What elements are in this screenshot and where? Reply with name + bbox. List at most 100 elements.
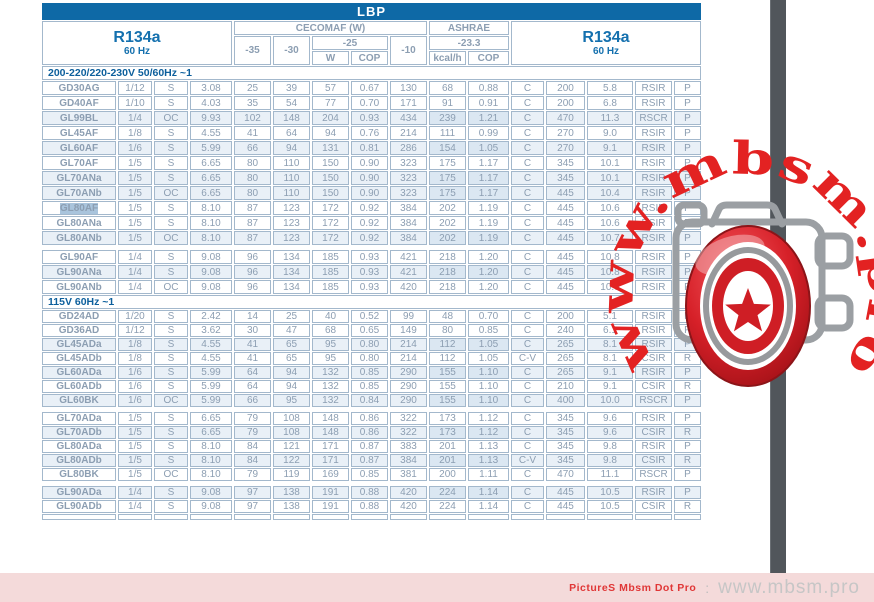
cell-w: 171 [312, 440, 349, 453]
cell-v2: 10.8 [587, 250, 633, 264]
cell-v2: 5.1 [587, 310, 633, 323]
table-row: GD40AF 1/10 S 4.03 35 54 77 0.70 171 91 0.91 C 200 6.… [42, 96, 701, 110]
model-cell: GL90ANa [42, 265, 116, 279]
cell-m10: 434 [390, 111, 427, 125]
cell-motor: RSCR [635, 111, 672, 125]
cell-kcal: 175 [429, 171, 466, 185]
cell-m35: 41 [234, 352, 271, 365]
frequency-label: 60 Hz [123, 46, 151, 57]
cell-kcal: 112 [429, 338, 466, 351]
cell-cop: 0.92 [351, 231, 388, 245]
cell-disp: 4.03 [190, 96, 232, 110]
cell-w: 95 [312, 352, 349, 365]
cell-acop: 1.13 [468, 440, 509, 453]
cell-kcal: 202 [429, 231, 466, 245]
cell-v1: 345 [546, 156, 585, 170]
cell-p: P [674, 366, 701, 379]
cell-p: P [674, 231, 701, 245]
cell-v2: 10.5 [587, 500, 633, 513]
cell-w: 204 [312, 111, 349, 125]
cell-acop: 1.19 [468, 201, 509, 215]
group-gap [42, 246, 701, 249]
cell-p: P [674, 111, 701, 125]
cell-v2: 10.1 [587, 156, 633, 170]
cell-v2: 9.1 [587, 366, 633, 379]
cell-w: 150 [312, 156, 349, 170]
cell-w: 172 [312, 216, 349, 230]
model-label: GL70ADa [56, 413, 102, 424]
cell-m30: 54 [273, 96, 310, 110]
cell-motor: RSIR [635, 96, 672, 110]
cell-v1: 265 [546, 352, 585, 365]
cell-v2: 6.1 [587, 324, 633, 337]
cell-acop: 1.21 [468, 111, 509, 125]
cell-c: C-V [511, 454, 544, 467]
cell-m30: 134 [273, 280, 310, 294]
cell-p: P [674, 394, 701, 407]
cell-sc: S [154, 324, 188, 337]
selected-model-label: GL80AF [59, 202, 99, 214]
cell-kcal: 201 [429, 454, 466, 467]
model-label: GL60ADb [56, 381, 102, 392]
cell-motor: RSIR [635, 156, 672, 170]
cell-m10: 149 [390, 324, 427, 337]
group-gap [42, 408, 701, 411]
cell-m10: 290 [390, 394, 427, 407]
table-row: GD36AD 1/12 S 3.62 30 47 68 0.65 149 80 0.85 C 240 6.… [42, 324, 701, 337]
cell-w: 171 [312, 454, 349, 467]
cell-m35: 80 [234, 156, 271, 170]
cell-c: C [511, 394, 544, 407]
cell-acop: 1.17 [468, 186, 509, 200]
cell-disp: 6.65 [190, 156, 232, 170]
cell-cop: 0.92 [351, 201, 388, 215]
model-cell: GL90ANb [42, 280, 116, 294]
cell-cop: 0.70 [351, 96, 388, 110]
table-row: GL90ADa 1/4 S 9.08 97 138 191 0.88 420 224 1.14 C 44… [42, 486, 701, 499]
cell-p: P [674, 412, 701, 425]
cell-v2: 8.1 [587, 338, 633, 351]
cell-cop: 0.84 [351, 394, 388, 407]
cell-kcal: 218 [429, 280, 466, 294]
cell-kcal: 80 [429, 324, 466, 337]
cell-m30: 122 [273, 454, 310, 467]
cell-v1: 445 [546, 186, 585, 200]
cell-v2: 8.1 [587, 352, 633, 365]
cell-acop: 1.05 [468, 338, 509, 351]
table-row: GL80ANa 1/5 S 8.10 87 123 172 0.92 384 202 1.19 C 44… [42, 216, 701, 230]
cell-acop: 1.05 [468, 141, 509, 155]
footer-separator: : [705, 579, 710, 596]
cell-p: P [674, 486, 701, 499]
cell-disp: 8.10 [190, 468, 232, 481]
cell-v2: 11.3 [587, 111, 633, 125]
cell-v2: 9.6 [587, 426, 633, 439]
cell-v2: 10.0 [587, 394, 633, 407]
cell-m30: 64 [273, 126, 310, 140]
cell-v1: 445 [546, 216, 585, 230]
model-cell: GL80ANa [42, 216, 116, 230]
cell-m35: 30 [234, 324, 271, 337]
cell-acop: 1.12 [468, 426, 509, 439]
cell-acop: 1.10 [468, 380, 509, 393]
cell-sc: S [154, 171, 188, 185]
refrigerant-label: R134a [582, 29, 630, 46]
cell-acop: 1.20 [468, 280, 509, 294]
cell-m30: 108 [273, 412, 310, 425]
cell-m35: 66 [234, 394, 271, 407]
cell-disp: 9.08 [190, 250, 232, 264]
cell-v2: 11.1 [587, 468, 633, 481]
cell-w: 150 [312, 186, 349, 200]
cell-c: C [511, 468, 544, 481]
cell-p: P [674, 265, 701, 279]
section-header-row: 200-220/220-230V 50/60Hz ~1 [42, 66, 701, 80]
cell-motor: RSIR [635, 486, 672, 499]
cell-hp: 1/6 [118, 394, 152, 407]
cell-v1: 445 [546, 265, 585, 279]
cell-p: P [674, 468, 701, 481]
cell-m30: 108 [273, 426, 310, 439]
col-header-cop: COP [351, 51, 388, 65]
cell-w: 132 [312, 366, 349, 379]
cell-motor: CSIR [635, 426, 672, 439]
cell-m10: 323 [390, 171, 427, 185]
cell-sc: S [154, 440, 188, 453]
cell-c: C [511, 486, 544, 499]
